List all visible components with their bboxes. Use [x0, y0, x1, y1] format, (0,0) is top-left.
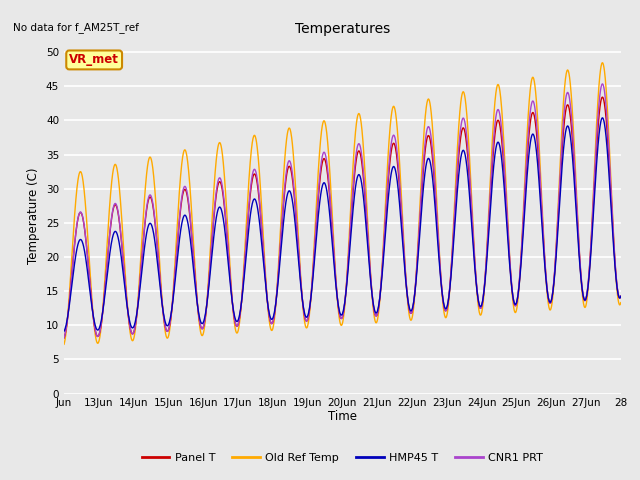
Legend: Panel T, Old Ref Temp, HMP45 T, CNR1 PRT: Panel T, Old Ref Temp, HMP45 T, CNR1 PRT: [137, 449, 548, 468]
Text: VR_met: VR_met: [69, 53, 119, 66]
Title: Temperatures: Temperatures: [295, 22, 390, 36]
X-axis label: Time: Time: [328, 410, 357, 423]
Text: No data for f_AM25T_ref: No data for f_AM25T_ref: [13, 22, 139, 33]
Y-axis label: Temperature (C): Temperature (C): [28, 168, 40, 264]
